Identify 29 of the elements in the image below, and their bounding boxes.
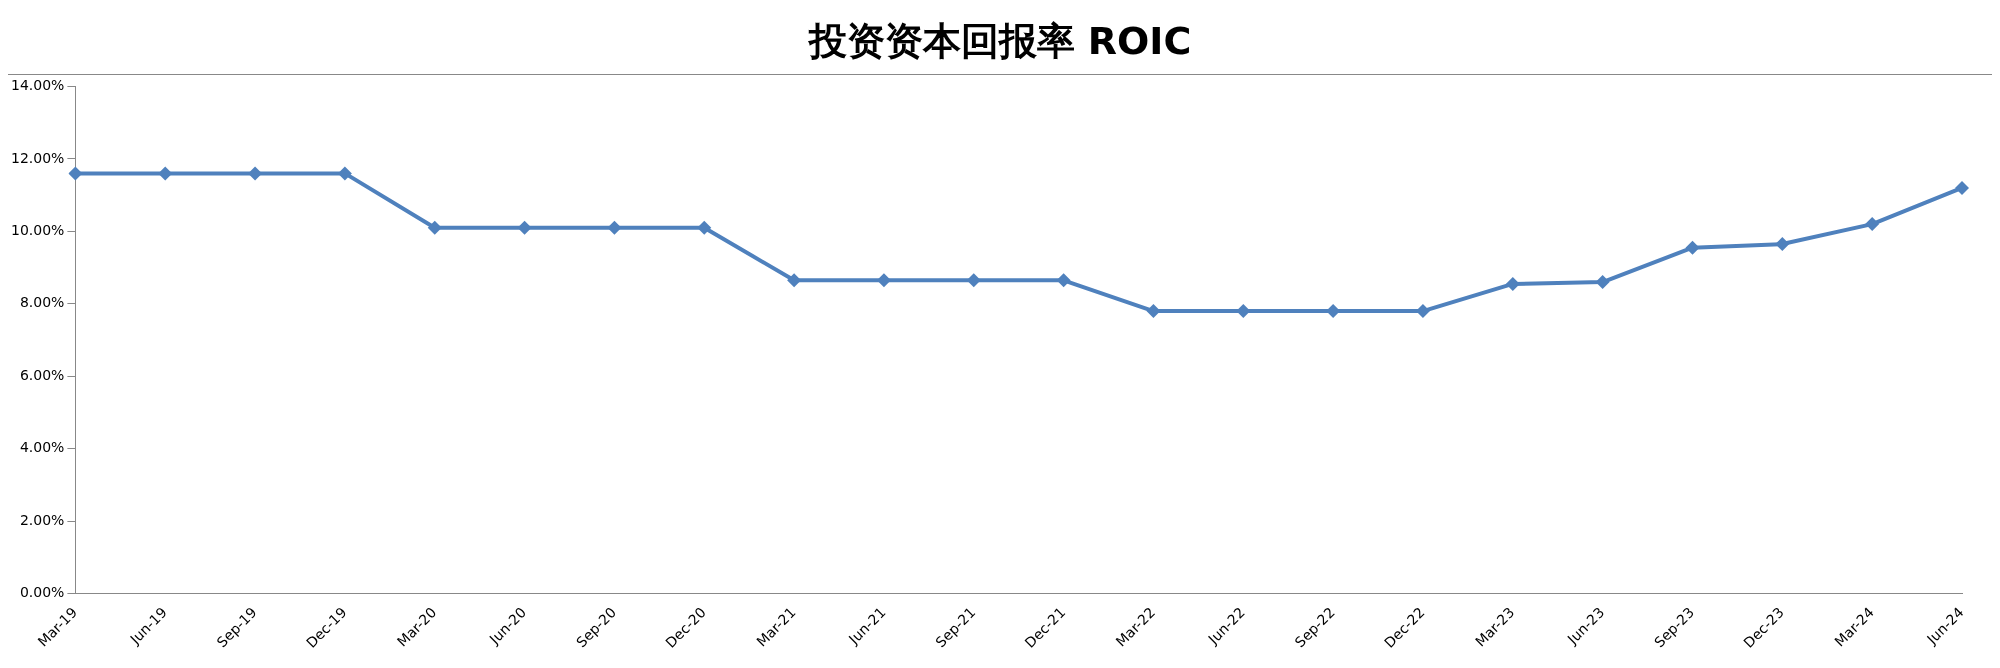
point	[1595, 275, 1610, 290]
y-tick-label: 0.00%	[19, 584, 65, 601]
point	[966, 273, 981, 288]
point	[697, 220, 712, 235]
point	[337, 166, 352, 181]
point	[248, 166, 263, 181]
chart-title: 投资资本回报率 ROIC	[807, 18, 1193, 65]
y-tick-label: 6.00%	[19, 366, 65, 383]
point	[427, 220, 442, 235]
point	[607, 220, 622, 235]
point	[1505, 276, 1520, 291]
point	[1685, 240, 1700, 255]
y-tick-label: 4.00%	[19, 439, 65, 456]
y-tick-label: 2.00%	[19, 511, 65, 528]
point	[517, 220, 532, 235]
point	[1955, 180, 1969, 195]
point	[158, 166, 173, 181]
point	[1146, 304, 1161, 319]
y-tick-label: 8.00%	[19, 294, 65, 311]
point	[1236, 304, 1251, 319]
y-tick-label: 10.00%	[10, 222, 65, 239]
point	[787, 273, 802, 288]
point	[68, 166, 83, 181]
y-tick-label: 12.00%	[10, 149, 65, 166]
point	[1775, 237, 1790, 252]
point	[1865, 217, 1880, 232]
y-tick-label: 14.00%	[10, 77, 65, 94]
point	[1056, 273, 1071, 288]
point	[876, 273, 891, 288]
